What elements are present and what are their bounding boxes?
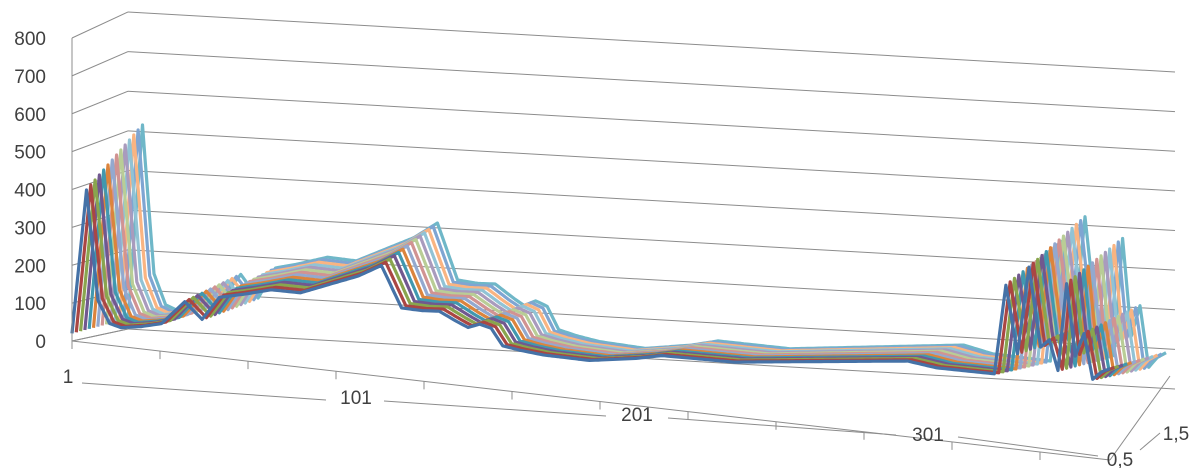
y-tick-label: 700: [14, 67, 46, 88]
x-axis-line: [71, 340, 1111, 461]
y-tick-label: 600: [14, 105, 46, 126]
floor-side-line: [71, 328, 129, 342]
y-tick-label: 100: [14, 294, 46, 315]
y-tick-label: 400: [14, 181, 46, 202]
series-line: [96, 158, 1137, 376]
depth-tick-label: 0,5: [1107, 450, 1133, 468]
y-tick-label: 300: [14, 218, 46, 239]
gridline-side: [71, 90, 129, 115]
x-leader-line: [81, 382, 327, 401]
series-line: [122, 128, 1163, 370]
gridline-back: [127, 130, 1176, 192]
gridline-back: [127, 90, 1176, 152]
x-tick-label: 201: [621, 405, 653, 426]
series-line: [113, 138, 1154, 372]
gridline-back: [127, 288, 1176, 350]
x-tick-label: 1: [63, 367, 74, 388]
series-line: [126, 123, 1167, 369]
y-tick-label: 800: [14, 29, 46, 50]
x-leader-line: [957, 436, 1099, 457]
y-tick-label: 500: [14, 143, 46, 164]
x-tick-label: 301: [912, 425, 944, 446]
y-tick-label: 0: [35, 332, 46, 353]
gridline-back: [127, 51, 1176, 113]
axes-layer: [71, 38, 1171, 461]
gridline-back: [127, 170, 1176, 231]
gridline-side: [71, 130, 129, 153]
gridline-back: [127, 328, 1176, 390]
depth-axis-line: [1109, 375, 1171, 461]
series-line: [100, 153, 1141, 375]
gridline-back: [127, 209, 1176, 271]
series-line: [117, 133, 1159, 371]
depth-tick-label: 1,5: [1163, 424, 1189, 445]
x-leader-line: [667, 417, 897, 436]
series-layer: [70, 123, 1167, 381]
gridline-back: [127, 11, 1176, 73]
gridline-side: [71, 11, 129, 39]
gridline-side: [71, 51, 129, 77]
x-leader-line: [383, 400, 607, 417]
depth-leader-line: [1139, 432, 1161, 451]
gridlines: [71, 11, 1176, 390]
gridline-back: [127, 249, 1176, 311]
x-tick-label: 101: [340, 388, 372, 409]
series-line: [70, 188, 1111, 381]
labels-layer: 0 100 200 300 400 500 600 700 800 1 101 201 301 0,5 1,…: [14, 29, 1189, 468]
y-tick-label: 200: [14, 256, 46, 277]
